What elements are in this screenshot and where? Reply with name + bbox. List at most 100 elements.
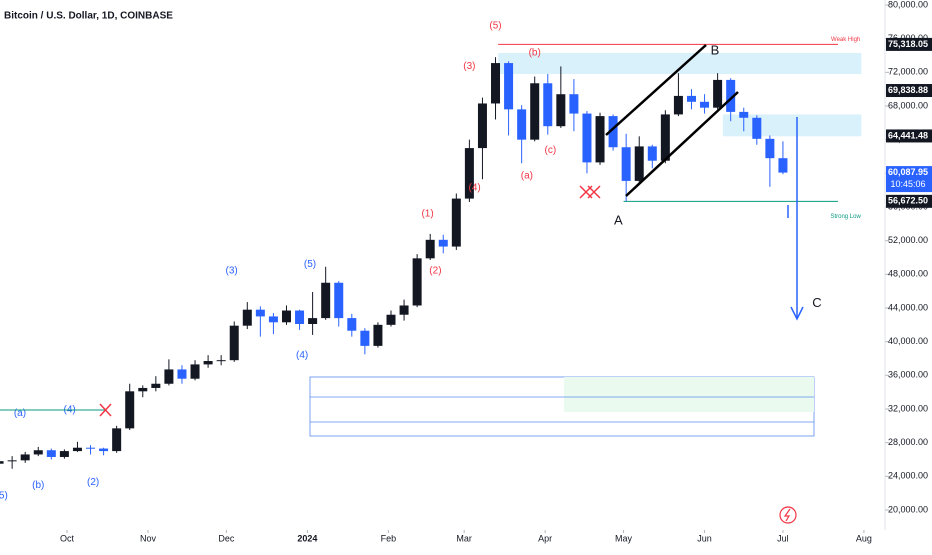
- candle-body: [59, 451, 69, 457]
- candle-body: [660, 114, 670, 161]
- annotation: (2): [429, 266, 441, 277]
- y-tick-label: 36,000.00: [888, 370, 928, 380]
- candle-body: [0, 461, 4, 464]
- candle-body: [295, 310, 305, 324]
- annotation: (a): [521, 170, 533, 181]
- annotation: B: [711, 43, 720, 58]
- channel-line: [625, 91, 739, 197]
- x-tick-label: Mar: [456, 533, 472, 543]
- candle-body: [713, 79, 723, 108]
- price-label: 75,318.05: [888, 39, 928, 49]
- icon: [779, 506, 797, 524]
- candle-body: [321, 282, 331, 319]
- candle-body: [334, 282, 344, 319]
- annotation: (3): [225, 266, 237, 277]
- chart-title: Bitcoin / U.S. Dollar, 1D, COINBASE: [4, 11, 173, 22]
- y-tick-label: 40,000.00: [888, 336, 928, 346]
- candle-body: [20, 454, 30, 461]
- annotation: (4): [468, 182, 480, 193]
- candle-body: [412, 258, 422, 306]
- candle-body: [700, 101, 710, 108]
- price-label: 64,441.48: [888, 130, 928, 140]
- x-tick-label: Dec: [218, 533, 235, 543]
- countdown: 10:45:06: [890, 179, 925, 189]
- layers: 20,000.00 24,000.00 28,000.00 32,000.00 36,0…: [0, 0, 932, 543]
- y-tick-label: 44,000.00: [888, 302, 928, 312]
- x-tick-label: 2024: [297, 533, 317, 543]
- candle-body: [255, 309, 265, 317]
- candle-body: [582, 113, 592, 163]
- candle-body: [386, 314, 396, 325]
- price-label-box: [886, 194, 932, 208]
- candle-body: [268, 316, 278, 323]
- price-label: 56,672.50: [888, 196, 928, 206]
- y-tick-label: 80,000.00: [888, 0, 928, 9]
- candle-body: [438, 239, 448, 247]
- candle-body: [477, 103, 487, 149]
- candle-body: [216, 360, 226, 362]
- candle-body: [608, 116, 618, 148]
- x-tick-label: Oct: [60, 533, 75, 543]
- candle-body: [242, 309, 252, 326]
- candle-body: [399, 305, 409, 315]
- y-tick-label: 24,000.00: [888, 471, 928, 481]
- annotation: Strong Low: [830, 214, 861, 220]
- candle-body: [7, 460, 17, 462]
- cross: [99, 403, 112, 417]
- candle-body: [425, 239, 435, 259]
- y-tick-label: 28,000.00: [888, 437, 928, 447]
- y-tick-label: 32,000.00: [888, 403, 928, 413]
- price-label-box: [886, 166, 932, 193]
- candle-body: [752, 117, 762, 139]
- annotation: (5): [0, 490, 8, 501]
- candle-body: [765, 138, 775, 159]
- candle-body: [451, 198, 461, 247]
- x-tick-label: Nov: [140, 533, 157, 543]
- y-tick-label: 20,000.00: [888, 504, 928, 514]
- candle-body: [99, 448, 109, 452]
- x-tick-label: Jun: [697, 533, 712, 543]
- candle-body: [177, 369, 187, 379]
- zone: [498, 52, 862, 75]
- x-tick-label: May: [615, 533, 633, 543]
- candle-body: [347, 318, 357, 331]
- y-tick-label: 68,000.00: [888, 100, 928, 110]
- x-tick-label: Apr: [538, 533, 552, 543]
- candle-body: [190, 364, 200, 379]
- annotation: (1): [421, 208, 433, 219]
- candle-body: [151, 383, 161, 388]
- annotation: C: [812, 295, 821, 310]
- y-tick-label: 48,000.00: [888, 269, 928, 279]
- price-label: 60,087.95: [888, 167, 928, 177]
- icon: [783, 508, 791, 522]
- candle-body: [112, 428, 122, 452]
- arrow-head: [790, 306, 804, 321]
- y-tick-label: 72,000.00: [888, 67, 928, 77]
- annotation: (2): [87, 477, 99, 488]
- annotation: Weak High: [831, 37, 860, 43]
- candle-body: [634, 146, 644, 181]
- cross: [579, 185, 601, 199]
- annotation: (a): [14, 408, 26, 419]
- candle-body: [125, 391, 135, 429]
- candle-body: [203, 361, 213, 365]
- candle-body: [281, 310, 291, 323]
- annotation: (c): [545, 145, 557, 156]
- price-label-box: [886, 84, 932, 98]
- candle-body: [556, 94, 566, 127]
- channel-line: [605, 44, 707, 136]
- candle-body: [595, 116, 605, 163]
- annotation: (5): [489, 21, 501, 32]
- price-label-box: [886, 129, 932, 143]
- annotation: (4): [296, 350, 308, 361]
- candle-body: [33, 450, 43, 455]
- x-tick-label: Feb: [381, 533, 397, 543]
- candle-body: [543, 83, 553, 127]
- x-tick-label: Jul: [777, 533, 789, 543]
- candle-body: [86, 447, 96, 449]
- candle-body: [621, 147, 631, 181]
- candle-body: [726, 79, 736, 112]
- candle-body: [229, 325, 239, 361]
